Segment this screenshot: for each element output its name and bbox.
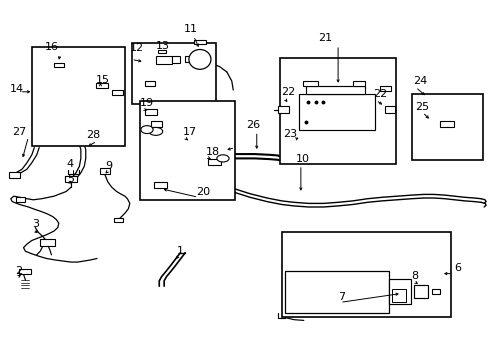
Text: 10: 10 [296,154,310,164]
Ellipse shape [189,50,211,69]
Bar [282,232,451,317]
Text: 20: 20 [196,186,210,197]
Bar [100,168,110,174]
Text: 12: 12 [130,43,144,53]
Bar [151,121,162,127]
Text: 2: 2 [15,266,22,276]
Text: 5: 5 [68,174,74,184]
Bar [32,47,125,146]
Text: 27: 27 [12,127,26,137]
Text: 22: 22 [373,89,388,99]
Text: 1: 1 [176,246,183,256]
Bar [432,289,440,294]
Text: 28: 28 [86,130,100,140]
Bar [9,172,20,178]
Bar [280,58,396,164]
Bar [65,176,77,181]
Bar [19,269,31,274]
Bar [140,101,235,200]
Text: 7: 7 [338,292,345,302]
Bar [303,81,318,86]
Bar [156,56,171,64]
Ellipse shape [149,127,163,135]
Text: 6: 6 [454,263,461,273]
Text: 14: 14 [10,84,24,94]
Bar [54,63,64,67]
Text: 9: 9 [105,161,113,171]
Bar [440,121,454,127]
Text: 11: 11 [184,24,198,34]
Bar [16,197,24,202]
Bar [208,159,220,165]
Bar [414,285,428,298]
Text: 26: 26 [246,120,260,130]
Bar [389,279,411,304]
Ellipse shape [141,126,153,134]
Bar [96,83,108,88]
Bar [145,109,157,115]
Text: 25: 25 [416,102,430,112]
Bar [158,50,166,53]
Bar [154,182,167,188]
Ellipse shape [217,155,229,162]
Text: 13: 13 [156,41,170,51]
Text: 24: 24 [414,76,428,86]
Bar [194,40,206,44]
Bar [172,56,180,63]
Bar [132,43,216,104]
Text: 4: 4 [66,159,74,169]
Bar [112,90,122,95]
Bar [114,218,122,222]
Bar [392,289,406,302]
Bar [40,239,55,246]
Bar [385,106,395,113]
Text: 3: 3 [32,219,39,229]
Text: 15: 15 [96,75,110,85]
Bar [185,56,197,62]
Bar [380,86,391,91]
Text: 16: 16 [45,42,59,52]
Text: 19: 19 [140,98,154,108]
Text: 18: 18 [206,147,220,157]
Bar [65,176,77,182]
Text: 17: 17 [183,127,197,137]
Bar [145,81,155,86]
Text: 23: 23 [283,129,297,139]
Bar [412,94,483,160]
Text: 22: 22 [281,87,295,97]
Text: 8: 8 [412,271,419,281]
Bar [353,81,365,86]
Bar [278,106,289,113]
Bar [299,94,375,130]
Bar [306,86,365,94]
Bar [285,271,389,313]
Text: 21: 21 [318,33,333,43]
